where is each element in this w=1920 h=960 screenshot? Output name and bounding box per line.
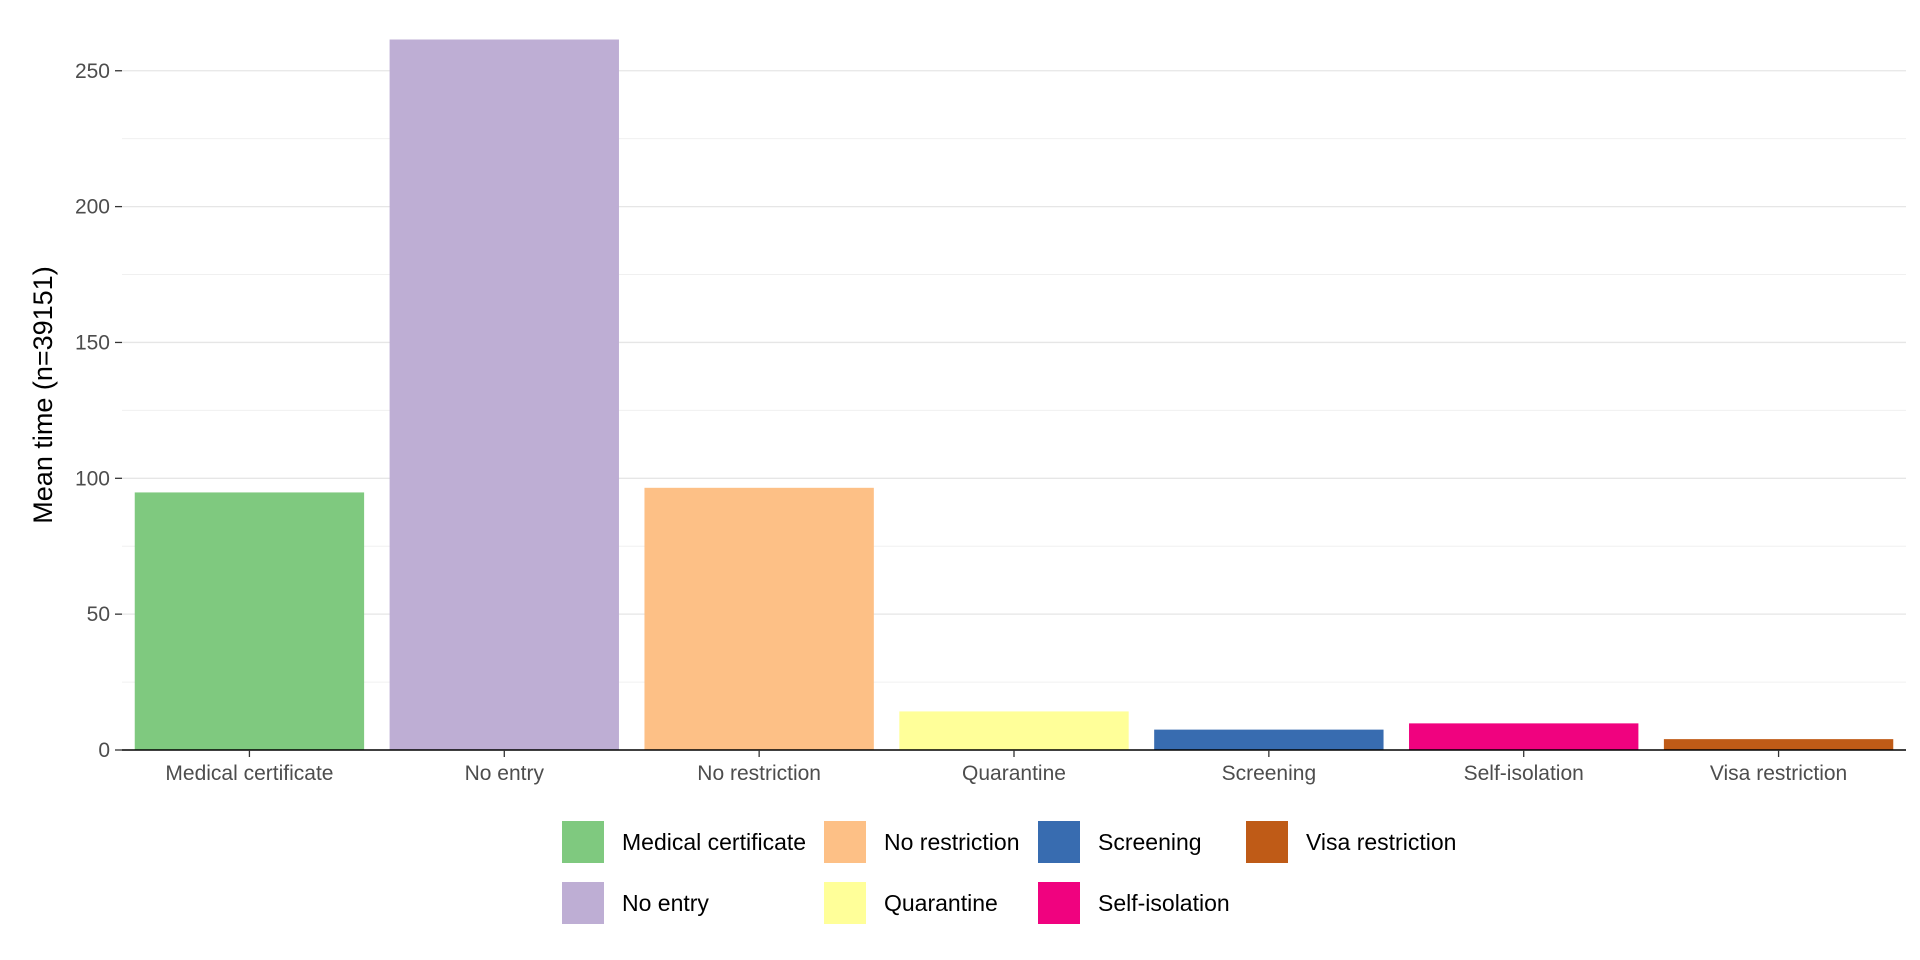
legend-label: No entry: [622, 890, 709, 916]
x-tick-label: Self-isolation: [1464, 762, 1584, 785]
y-axis-ticks: 0 50 100 150 200 250: [75, 60, 122, 762]
legend-label: Self-isolation: [1098, 890, 1230, 916]
legend-label: Visa restriction: [1306, 829, 1456, 855]
bar-screening: [1154, 729, 1384, 750]
y-tick-label: 200: [75, 196, 110, 219]
legend-swatch: [1038, 821, 1080, 863]
legend-label: Quarantine: [884, 890, 998, 916]
bar-quarantine: [899, 711, 1129, 750]
legend-item-no-restriction: No restriction: [824, 821, 1019, 863]
bar-no-restriction: [644, 487, 874, 750]
bar-medical-certificate: [134, 492, 365, 750]
legend-item-self-isolation: Self-isolation: [1038, 882, 1230, 924]
legend-label: Screening: [1098, 829, 1202, 855]
legend-swatch: [562, 882, 604, 924]
legend-label: Medical certificate: [622, 829, 806, 855]
x-tick-label: No restriction: [697, 762, 821, 785]
legend-item-screening: Screening: [1038, 821, 1202, 863]
x-tick-label: Medical certificate: [165, 762, 333, 785]
x-axis-ticks: Medical certificate No entry No restrictio…: [165, 750, 1847, 785]
legend-swatch: [1246, 821, 1288, 863]
legend-label: No restriction: [884, 829, 1019, 855]
legend-swatch: [1038, 882, 1080, 924]
x-tick-label: Screening: [1222, 762, 1317, 785]
y-tick-label: 250: [75, 60, 110, 83]
legend-item-no-entry: No entry: [562, 882, 709, 924]
x-tick-label: Visa restriction: [1710, 762, 1847, 785]
y-tick-label: 150: [75, 331, 110, 354]
y-tick-label: 100: [75, 467, 110, 490]
x-tick-label: Quarantine: [962, 762, 1066, 785]
x-tick-label: No entry: [465, 762, 545, 785]
legend-swatch: [824, 821, 866, 863]
legend: Medical certificate No entry No restrictio…: [562, 821, 1456, 924]
legend-item-quarantine: Quarantine: [824, 882, 998, 924]
legend-swatch: [562, 821, 604, 863]
bar-visa-restriction: [1663, 739, 1894, 750]
bar-self-isolation: [1409, 723, 1639, 750]
bar-no-entry: [389, 39, 619, 750]
legend-item-visa-restriction: Visa restriction: [1246, 821, 1456, 863]
y-axis-title: Mean time (n=39151): [28, 266, 58, 523]
y-tick-label: 0: [98, 739, 110, 762]
bars: [134, 39, 1894, 750]
y-tick-label: 50: [87, 603, 110, 626]
legend-swatch: [824, 882, 866, 924]
legend-item-medical-certificate: Medical certificate: [562, 821, 806, 863]
